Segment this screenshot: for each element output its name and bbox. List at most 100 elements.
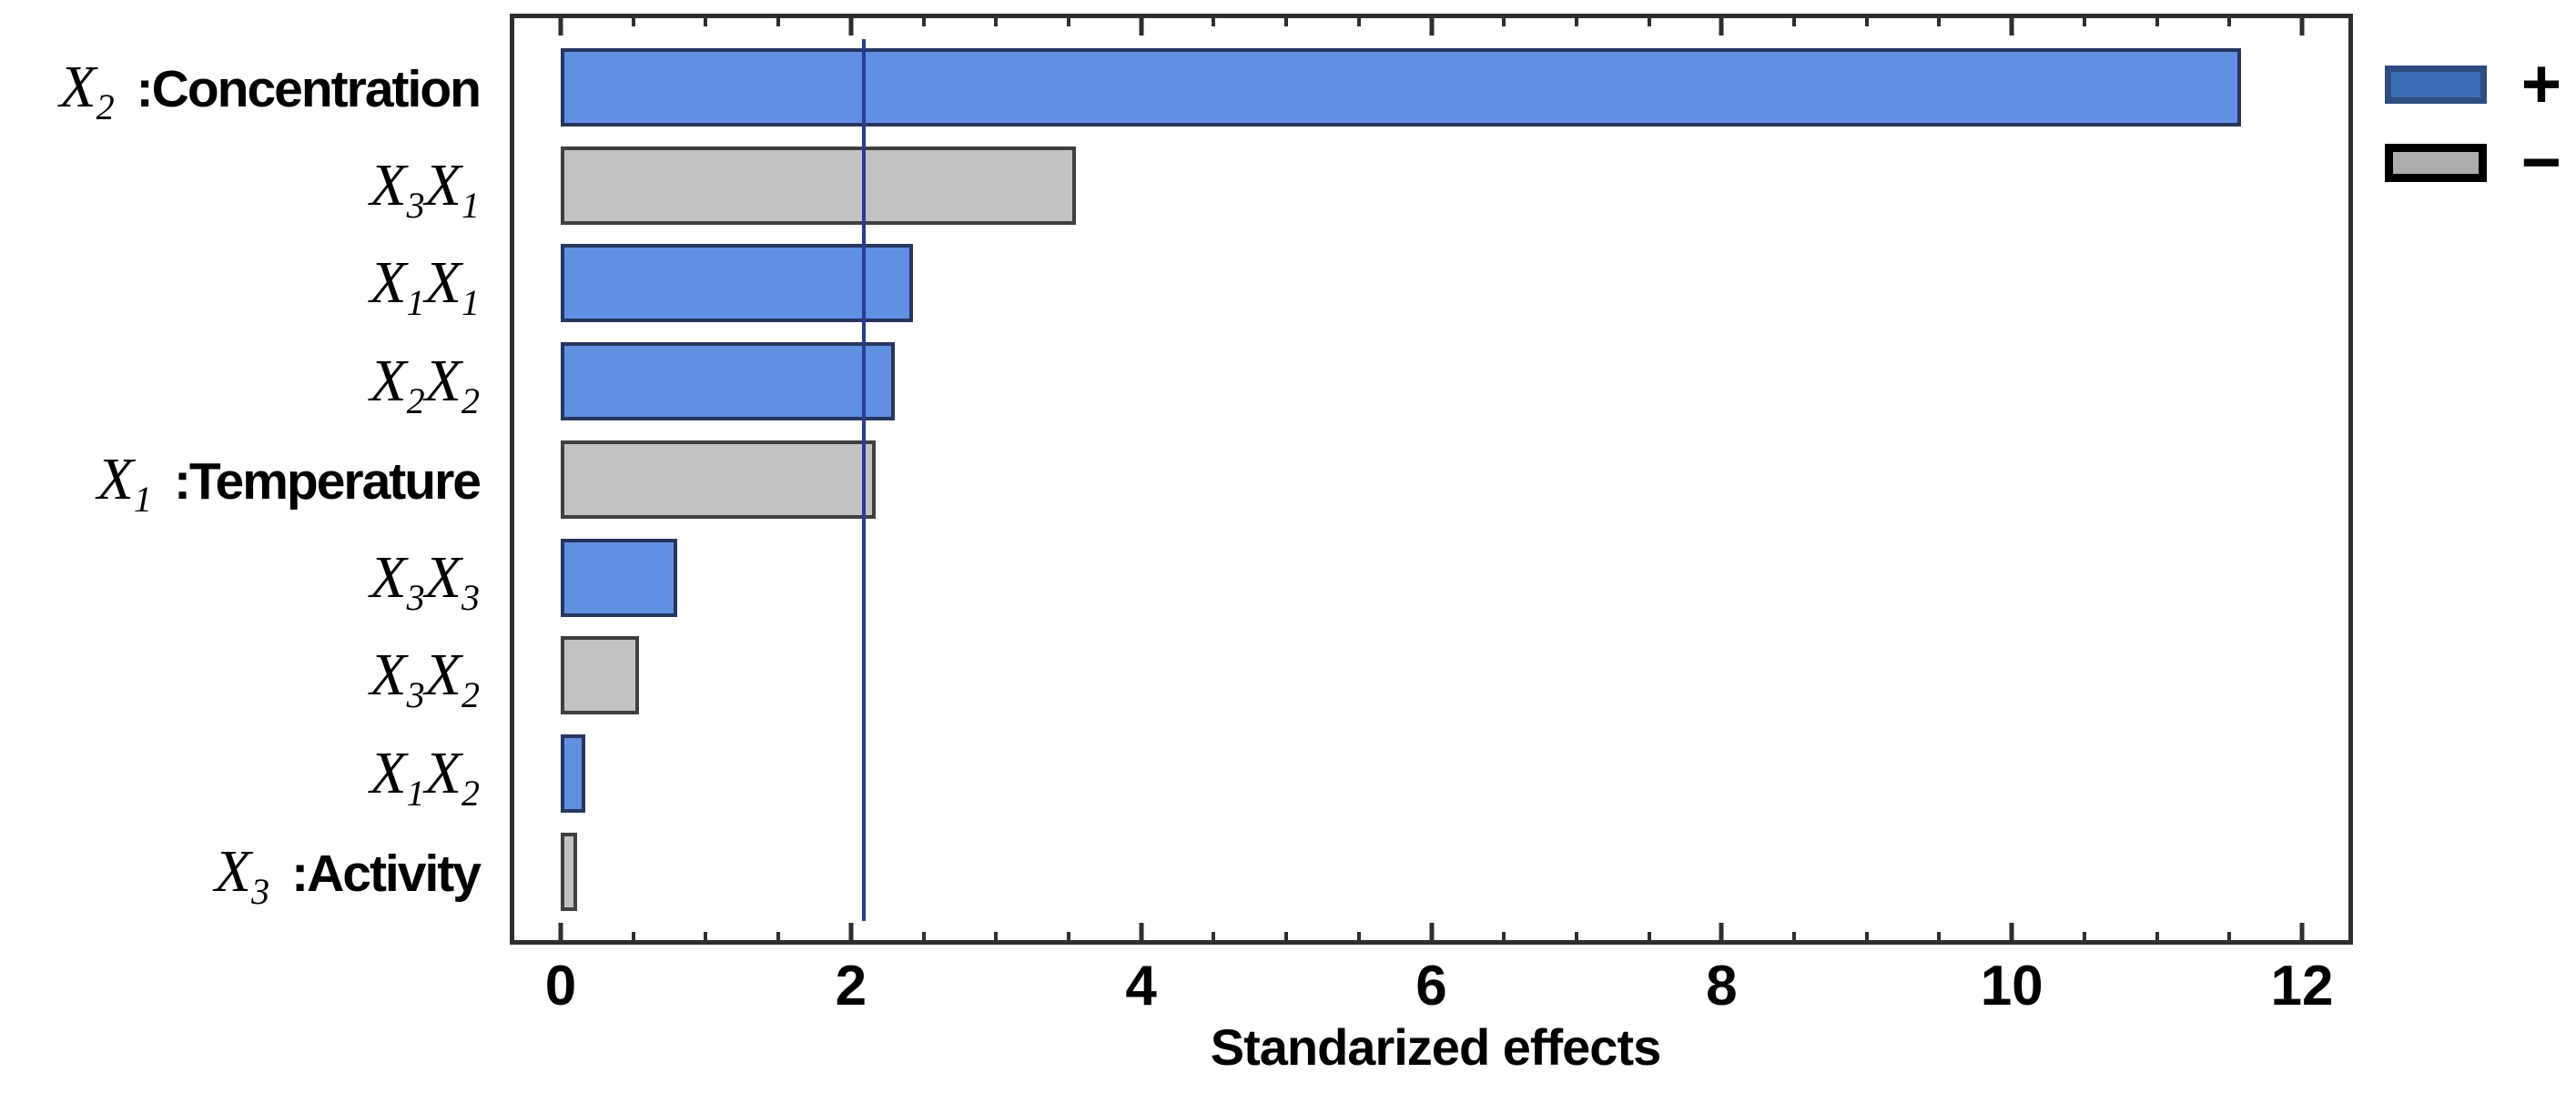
y-axis-label-8: X3:Activity bbox=[0, 837, 482, 912]
legend: + − bbox=[2385, 46, 2569, 201]
minor-tick bbox=[1212, 18, 1216, 26]
bar-4 bbox=[561, 440, 876, 519]
minor-tick bbox=[1356, 18, 1361, 26]
major-tick bbox=[848, 18, 854, 35]
variable-symbol: X1 bbox=[370, 739, 425, 814]
minor-tick bbox=[921, 932, 926, 940]
minor-tick bbox=[2155, 18, 2159, 26]
y-axis-label-2: X1X1 bbox=[0, 248, 480, 324]
minor-tick bbox=[1792, 18, 1797, 26]
legend-swatch-positive-icon bbox=[2385, 66, 2487, 104]
minor-tick bbox=[2082, 932, 2086, 940]
plot-area bbox=[510, 14, 2353, 945]
variable-symbol: X2 bbox=[424, 348, 480, 422]
minor-tick bbox=[631, 932, 635, 940]
reference-line bbox=[862, 39, 867, 921]
x-axis-title: Standarized effects bbox=[1210, 1018, 1661, 1076]
bar-1 bbox=[561, 146, 1076, 225]
variable-symbol: X3 bbox=[214, 837, 270, 912]
major-tick bbox=[1139, 923, 1144, 940]
major-tick bbox=[2009, 923, 2014, 940]
legend-label-positive: + bbox=[2520, 46, 2562, 123]
major-tick bbox=[1139, 18, 1144, 35]
y-axis-label-6: X3X2 bbox=[0, 641, 480, 716]
bar-0 bbox=[561, 48, 2242, 126]
variable-symbol: X2 bbox=[424, 642, 480, 716]
legend-item-positive: + bbox=[2385, 46, 2569, 123]
minor-tick bbox=[2227, 932, 2232, 940]
minor-tick bbox=[1212, 932, 1216, 940]
variable-symbol: X1 bbox=[96, 445, 152, 520]
minor-tick bbox=[1574, 18, 1578, 26]
minor-tick bbox=[776, 932, 781, 940]
effect-name: :Temperature bbox=[173, 451, 482, 511]
x-tick-label-4: 4 bbox=[1125, 955, 1157, 1017]
minor-tick bbox=[1647, 932, 1651, 940]
major-tick bbox=[2299, 923, 2305, 940]
x-tick-label-10: 10 bbox=[1980, 955, 2044, 1017]
minor-tick bbox=[776, 18, 781, 26]
minor-tick bbox=[704, 18, 708, 26]
minor-tick bbox=[994, 932, 999, 940]
bar-2 bbox=[561, 244, 914, 323]
bar-6 bbox=[561, 636, 640, 715]
minor-tick bbox=[1647, 18, 1651, 26]
minor-tick bbox=[1792, 932, 1797, 940]
major-tick bbox=[848, 923, 854, 940]
minor-tick bbox=[1066, 932, 1070, 940]
minor-tick bbox=[1284, 932, 1289, 940]
y-axis-label-1: X3X1 bbox=[0, 151, 480, 226]
major-tick bbox=[558, 18, 563, 35]
minor-tick bbox=[1937, 932, 1942, 940]
minor-tick bbox=[1864, 18, 1869, 26]
bar-3 bbox=[561, 342, 895, 421]
variable-symbol: X3 bbox=[424, 543, 480, 618]
y-axis-label-4: X1 :Temperature bbox=[0, 445, 482, 520]
effect-name: :Concentration bbox=[136, 60, 482, 118]
minor-tick bbox=[1574, 932, 1578, 940]
variable-symbol: X1 bbox=[424, 249, 480, 324]
variable-symbol: X3 bbox=[370, 151, 425, 226]
minor-tick bbox=[704, 932, 708, 940]
x-tick-label-12: 12 bbox=[2270, 955, 2334, 1017]
minor-tick bbox=[1937, 18, 1942, 26]
x-tick-label-0: 0 bbox=[544, 955, 577, 1017]
major-tick bbox=[1719, 923, 1724, 940]
major-tick bbox=[1429, 923, 1435, 940]
y-axis-label-7: X1X2 bbox=[0, 739, 480, 814]
x-tick-label-8: 8 bbox=[1706, 955, 1738, 1017]
bar-5 bbox=[561, 538, 677, 617]
bar-8 bbox=[561, 832, 577, 911]
minor-tick bbox=[994, 18, 999, 26]
x-tick-label-6: 6 bbox=[1415, 955, 1447, 1017]
variable-symbol: X2 bbox=[59, 54, 115, 127]
minor-tick bbox=[2155, 932, 2159, 940]
major-tick bbox=[1429, 18, 1435, 35]
major-tick bbox=[558, 923, 563, 940]
legend-label-negative: − bbox=[2520, 124, 2562, 201]
variable-symbol: X2 bbox=[424, 739, 480, 814]
bar-7 bbox=[561, 734, 586, 813]
major-tick bbox=[2009, 18, 2014, 35]
variable-symbol: X2 bbox=[370, 348, 425, 422]
minor-tick bbox=[1502, 932, 1506, 940]
variable-symbol: X3 bbox=[370, 543, 425, 618]
y-axis-label-0: X2 :Concentration bbox=[0, 53, 482, 127]
plot-inner bbox=[514, 18, 2348, 940]
variable-symbol: X3 bbox=[370, 642, 425, 716]
minor-tick bbox=[631, 18, 635, 26]
variable-symbol: X1 bbox=[424, 151, 480, 226]
minor-tick bbox=[1356, 932, 1361, 940]
major-tick bbox=[2299, 18, 2305, 35]
minor-tick bbox=[1284, 18, 1289, 26]
major-tick bbox=[1719, 18, 1724, 35]
minor-tick bbox=[921, 18, 926, 26]
minor-tick bbox=[1066, 18, 1070, 26]
minor-tick bbox=[2082, 18, 2086, 26]
minor-tick bbox=[1864, 932, 1869, 940]
legend-item-negative: − bbox=[2385, 125, 2569, 201]
minor-tick bbox=[1502, 18, 1506, 26]
legend-swatch-negative-icon bbox=[2385, 144, 2487, 182]
minor-tick bbox=[2227, 18, 2232, 26]
